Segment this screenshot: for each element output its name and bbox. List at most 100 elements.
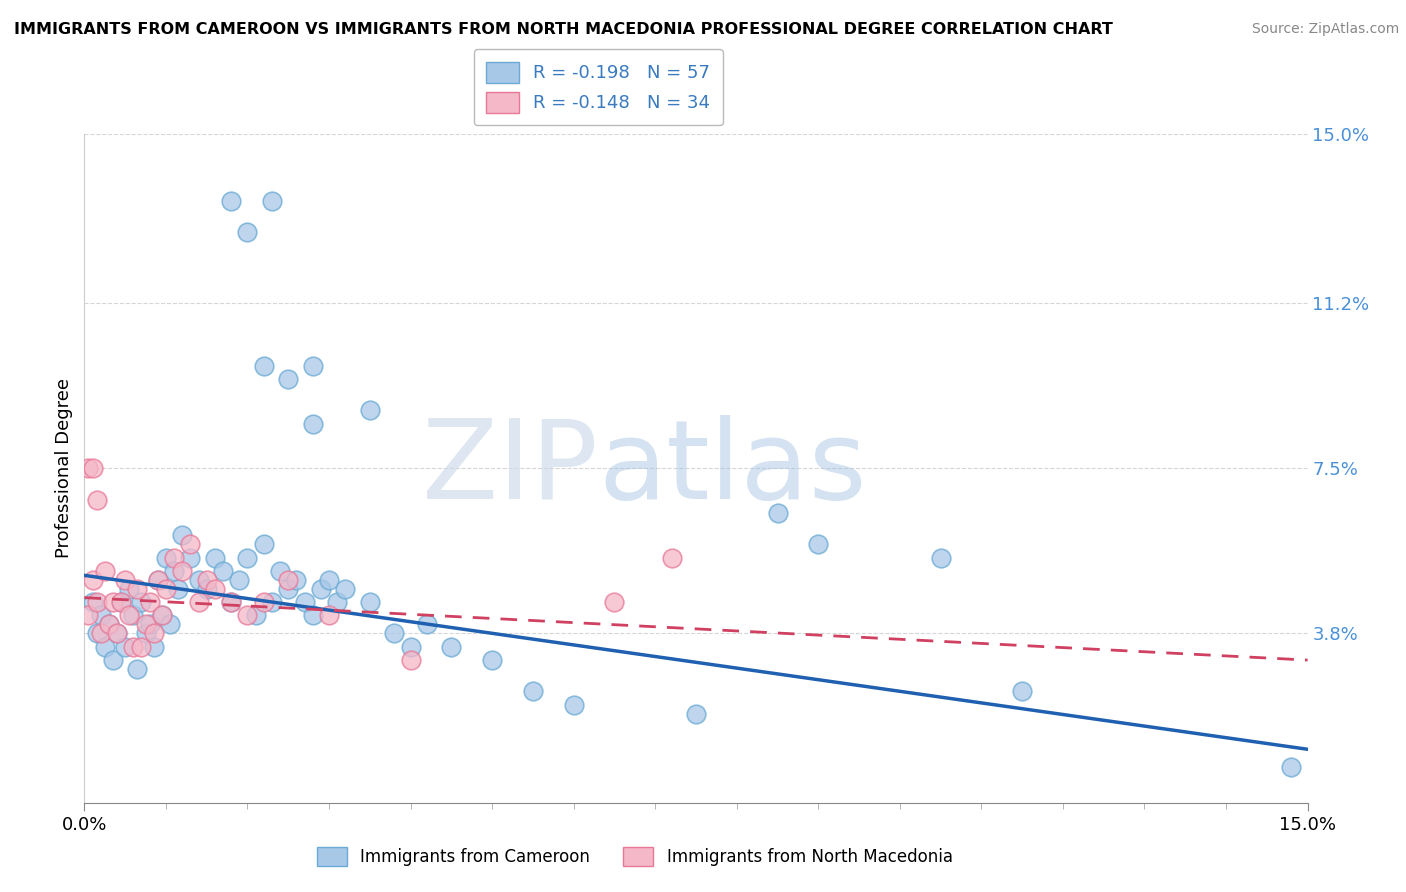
Point [326, 595, 349, 609]
Point [159, 617, 181, 632]
Y-axis label: Professional Degree: Professional Degree [55, 378, 73, 558]
Point [150, 608, 173, 623]
Point [522, 684, 544, 698]
Point [440, 640, 463, 654]
Point [236, 608, 259, 623]
Point [179, 537, 201, 551]
Point [318, 608, 340, 623]
Point [204, 582, 226, 596]
Point [301, 608, 323, 623]
Point [93, 640, 115, 654]
Point [127, 582, 149, 596]
Point [118, 582, 141, 596]
Point [93, 564, 115, 578]
Point [359, 595, 381, 609]
Point [187, 573, 209, 587]
Point [1011, 684, 1033, 698]
Point [138, 595, 160, 609]
Point [146, 573, 169, 587]
Point [90, 608, 112, 623]
Point [122, 640, 145, 654]
Point [90, 626, 112, 640]
Point [114, 640, 136, 654]
Point [110, 595, 132, 609]
Point [77, 608, 100, 623]
Point [228, 573, 250, 587]
Point [253, 359, 276, 373]
Point [110, 595, 132, 609]
Point [301, 359, 323, 373]
Point [82, 573, 104, 587]
Point [142, 640, 165, 654]
Point [114, 573, 136, 587]
Point [481, 653, 503, 667]
Point [127, 662, 149, 676]
Point [562, 698, 585, 712]
Point [118, 608, 141, 623]
Point [359, 403, 381, 417]
Point [301, 417, 323, 431]
Point [277, 573, 299, 587]
Point [277, 582, 299, 596]
Point [219, 595, 242, 609]
Text: ZIP: ZIP [422, 415, 598, 522]
Point [163, 550, 186, 565]
Point [260, 194, 283, 208]
Point [253, 595, 276, 609]
Text: atlas: atlas [598, 415, 866, 522]
Point [807, 537, 830, 551]
Point [219, 194, 242, 208]
Point [179, 550, 201, 565]
Text: IMMIGRANTS FROM CAMEROON VS IMMIGRANTS FROM NORTH MACEDONIA PROFESSIONAL DEGREE : IMMIGRANTS FROM CAMEROON VS IMMIGRANTS F… [14, 22, 1114, 37]
Point [929, 550, 952, 565]
Point [318, 573, 340, 587]
Point [294, 595, 316, 609]
Point [603, 595, 626, 609]
Point [86, 595, 108, 609]
Legend: Immigrants from Cameroon, Immigrants from North Macedonia: Immigrants from Cameroon, Immigrants fro… [308, 838, 962, 875]
Point [101, 595, 124, 609]
Point [766, 506, 789, 520]
Point [685, 706, 707, 721]
Point [204, 550, 226, 565]
Text: Source: ZipAtlas.com: Source: ZipAtlas.com [1251, 22, 1399, 37]
Point [97, 617, 120, 632]
Point [86, 626, 108, 640]
Point [260, 595, 283, 609]
Point [163, 564, 186, 578]
Point [277, 372, 299, 386]
Point [155, 582, 177, 596]
Point [269, 564, 291, 578]
Point [146, 573, 169, 587]
Point [399, 653, 422, 667]
Point [82, 461, 104, 475]
Point [187, 595, 209, 609]
Point [155, 550, 177, 565]
Point [285, 573, 308, 587]
Point [416, 617, 439, 632]
Point [97, 617, 120, 632]
Point [253, 537, 276, 551]
Point [172, 528, 194, 542]
Point [105, 626, 128, 640]
Point [131, 595, 153, 609]
Point [382, 626, 405, 640]
Point [86, 492, 108, 507]
Point [212, 564, 235, 578]
Point [105, 626, 128, 640]
Point [77, 461, 100, 475]
Point [245, 608, 267, 623]
Point [219, 595, 242, 609]
Point [335, 582, 357, 596]
Point [309, 582, 332, 596]
Point [236, 225, 259, 239]
Point [1279, 760, 1302, 774]
Point [131, 640, 153, 654]
Point [236, 550, 259, 565]
Point [135, 626, 157, 640]
Point [138, 617, 160, 632]
Point [101, 653, 124, 667]
Point [195, 573, 218, 587]
Point [150, 608, 173, 623]
Point [122, 608, 145, 623]
